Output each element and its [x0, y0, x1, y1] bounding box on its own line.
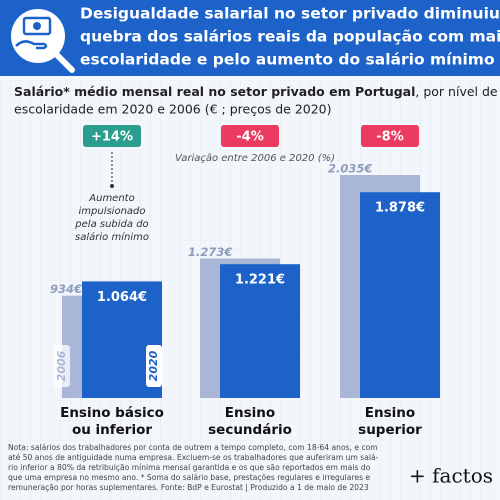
category-label: Ensino básico [60, 405, 164, 421]
note-line: até 50 anos de antiguidade numa empresa.… [8, 453, 379, 462]
annotation: Aumento [88, 193, 134, 204]
value-label: 1.878€ [375, 201, 425, 216]
subtitle-text: , por nível de [415, 84, 498, 99]
note-line: remuneração por horas suplementares. Fon… [8, 483, 369, 492]
value-label: 1.273€ [188, 245, 232, 259]
subtitle: Salário* médio mensal real no setor priv… [14, 84, 498, 99]
header-icon [11, 9, 75, 73]
annotation: impulsionado [78, 206, 145, 217]
annotation: pela subida do [74, 219, 148, 230]
change-badge [83, 125, 141, 147]
legend-label: 2006 [55, 350, 68, 381]
change-badge [221, 125, 279, 147]
annotation: salário mínimo [75, 231, 149, 243]
subtitle-line: escolaridade em 2020 e 2006 (€ ; preços … [14, 102, 332, 117]
bar [220, 264, 300, 398]
change-label: -8% [376, 130, 403, 145]
title-line: quebra dos salários reais da população c… [80, 28, 500, 46]
subtitle-bold: Salário* médio mensal real no setor priv… [14, 84, 415, 99]
series-tag [54, 345, 70, 387]
annotation-dot [110, 184, 114, 188]
change-badge [361, 125, 419, 147]
category-label: ou inferior [72, 422, 152, 438]
value-label: 1.064€ [97, 290, 147, 305]
value-label: 2.035€ [328, 162, 372, 176]
category-label: Ensino [225, 405, 275, 421]
note-line: rio inferior a 80% da retribuição mínima… [8, 463, 371, 472]
value-label: 1.221€ [235, 273, 285, 288]
note-line: que uma empresa no mesmo ano. * Soma do … [8, 473, 370, 482]
logo: + factos [409, 464, 493, 488]
category-label: secundário [208, 422, 292, 438]
change-label: -4% [236, 130, 263, 145]
change-caption: Variação entre 2006 e 2020 (%) [175, 153, 335, 164]
note-line: Nota: salários dos trabalhadores por con… [8, 443, 378, 452]
series-tag [146, 345, 162, 387]
bar [360, 192, 440, 398]
title-line: escolaridade e pelo aumento do salário m… [80, 51, 495, 69]
title-line: Desigualdade salarial no setor privado d… [80, 5, 500, 23]
value-label: 934€ [50, 282, 82, 296]
category-label: superior [358, 422, 422, 438]
change-label: +14% [91, 130, 133, 145]
category-label: Ensino [365, 405, 415, 421]
header-band [0, 0, 500, 76]
legend-label: 2020 [147, 350, 160, 381]
